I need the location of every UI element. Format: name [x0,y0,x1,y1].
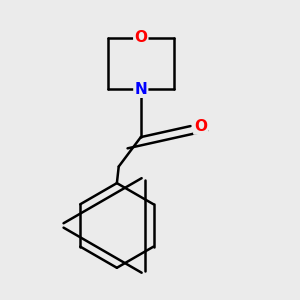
Text: N: N [134,82,147,97]
Text: O: O [194,118,207,134]
Text: O: O [134,30,147,45]
